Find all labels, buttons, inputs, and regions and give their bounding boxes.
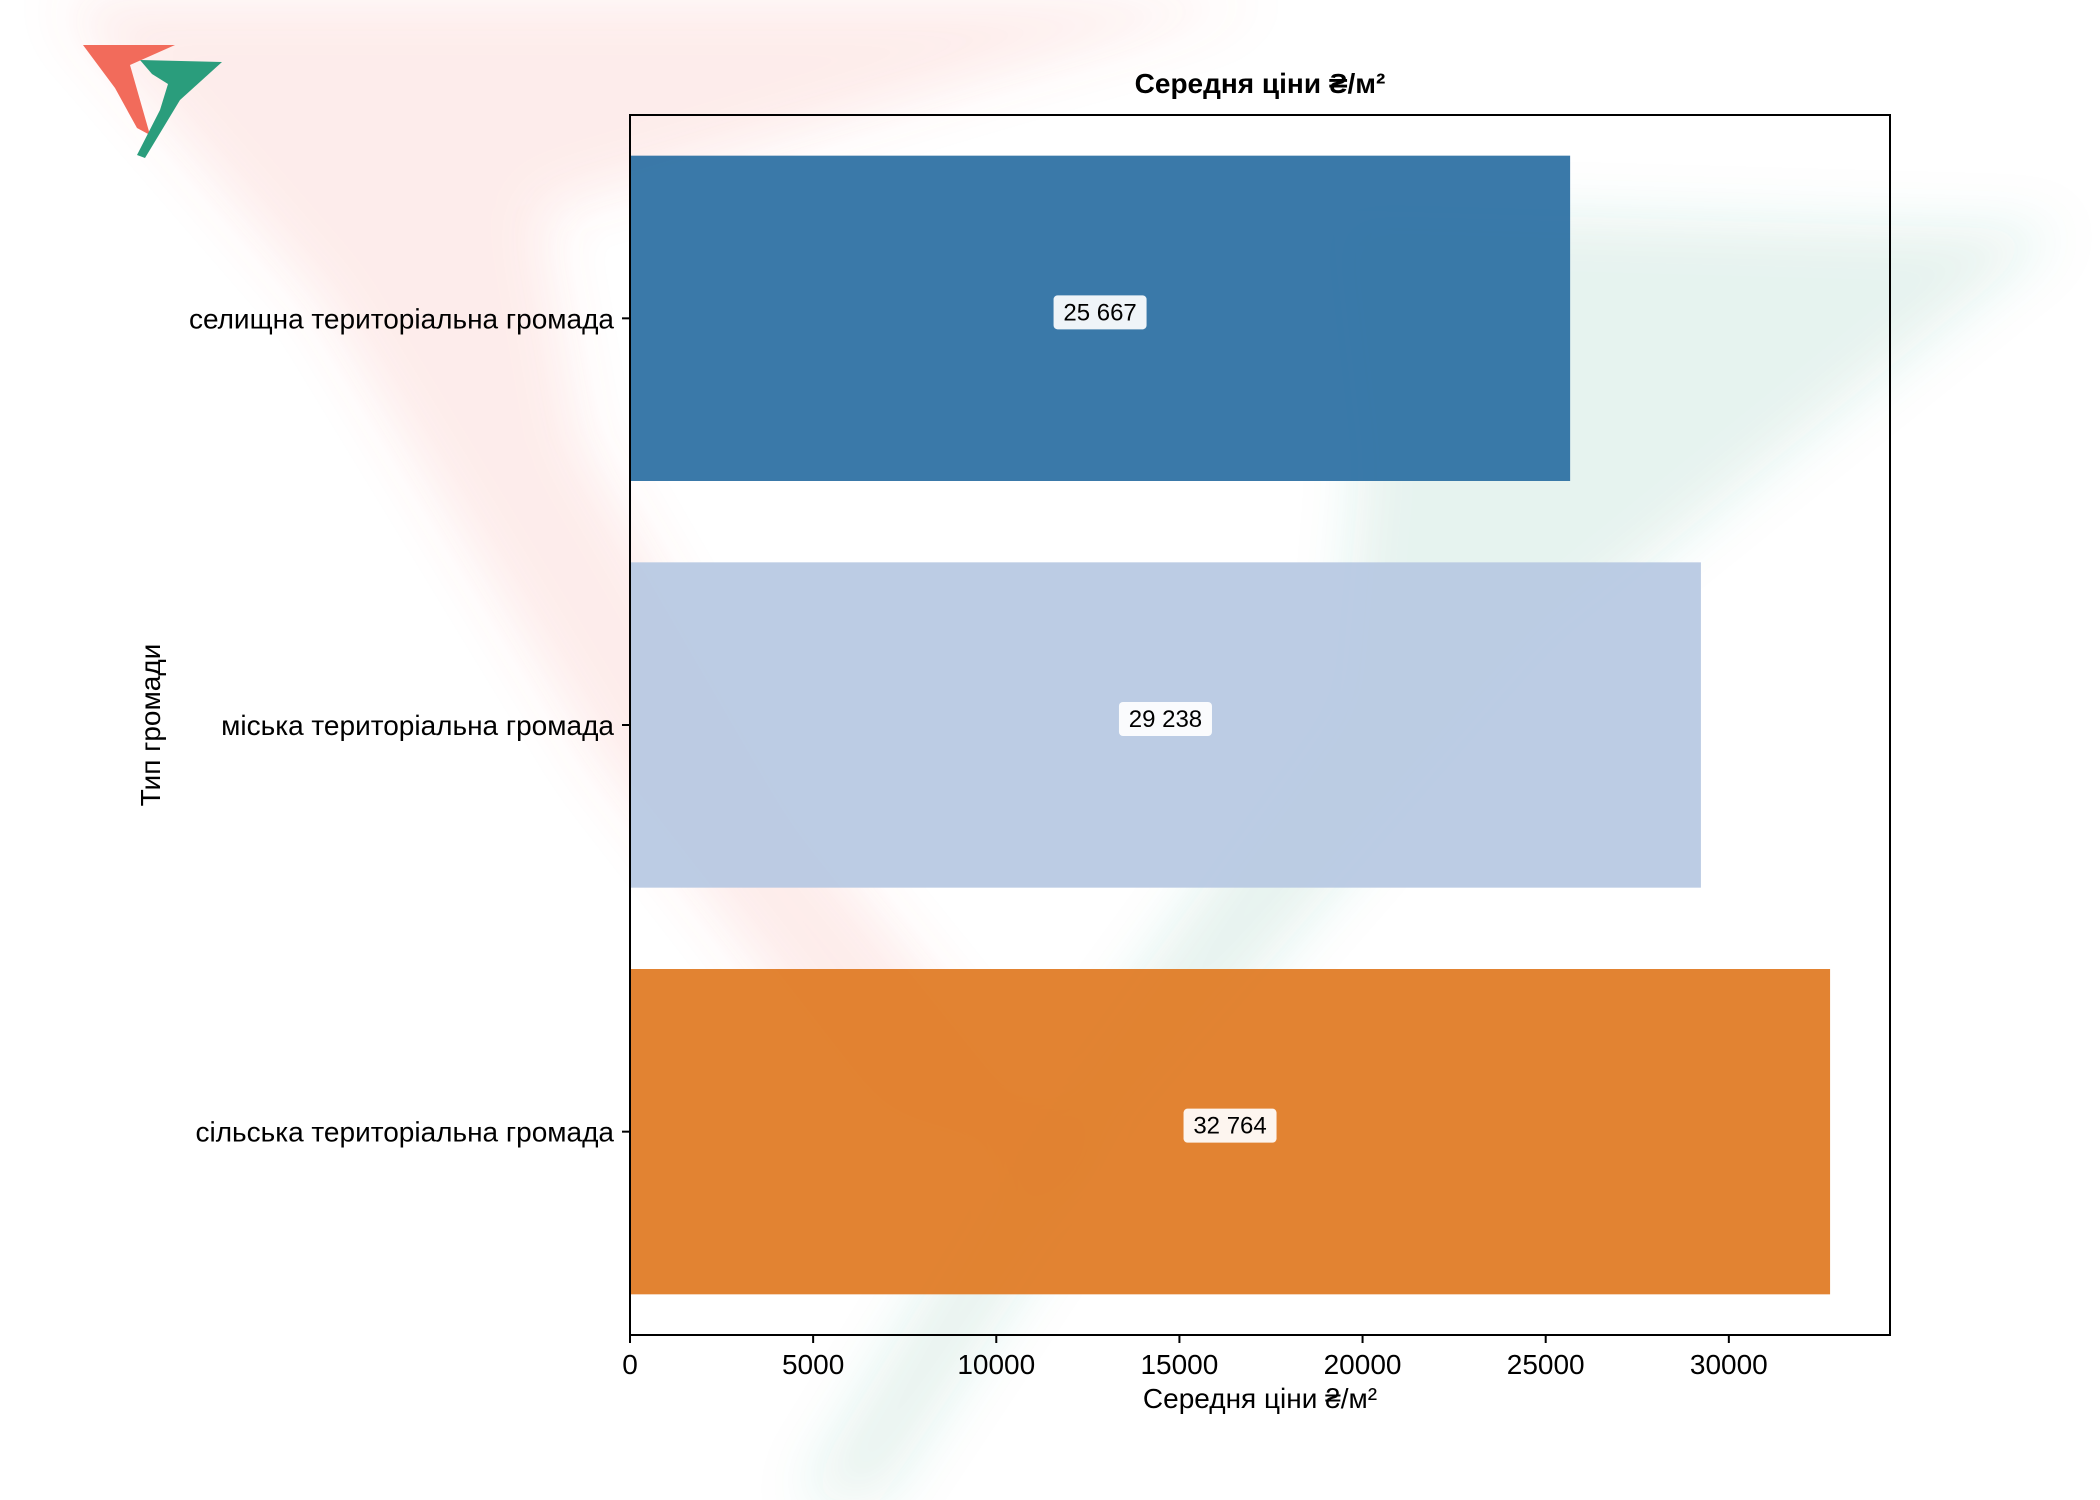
y-tick-label-1: міська територіальна громада <box>221 710 614 741</box>
value-label-group: 25 667 29 238 32 764 <box>1053 295 1277 1143</box>
value-label-text: 25 667 <box>1063 299 1136 326</box>
value-label-0: 25 667 <box>1053 295 1147 330</box>
y-tick-label-2: сільська територіальна громада <box>195 1117 614 1148</box>
logo-red-shape <box>83 45 175 135</box>
value-label-box <box>1118 702 1212 736</box>
x-tick-label-3: 15000 <box>1140 1349 1218 1380</box>
x-tick-label-4: 20000 <box>1324 1349 1402 1380</box>
x-axis-ticks: 0 5000 10000 15000 20000 25000 30000 <box>622 1335 1768 1380</box>
value-label-1: 29 238 <box>1118 702 1212 736</box>
logo-green-shape <box>137 60 222 158</box>
y-axis-title: Тип громади <box>135 644 166 807</box>
value-label-box <box>1183 1108 1277 1143</box>
value-label-2: 32 764 <box>1183 1108 1277 1143</box>
value-label-text: 32 764 <box>1193 1113 1266 1140</box>
x-tick-label-0: 0 <box>622 1349 638 1380</box>
chart-title: Середня ціни ₴/м² <box>1135 68 1386 99</box>
x-axis-title: Середня ціни ₴/м² <box>1143 1383 1377 1414</box>
y-tick-label-0: селищна територіальна громада <box>189 303 614 334</box>
value-label-box <box>1053 295 1147 330</box>
x-tick-label-2: 10000 <box>957 1349 1035 1380</box>
x-tick-label-1: 5000 <box>782 1349 844 1380</box>
brand-logo <box>83 45 222 158</box>
x-tick-label-5: 25000 <box>1507 1349 1585 1380</box>
value-label-text: 29 238 <box>1129 706 1202 733</box>
y-axis-ticks: селищна територіальна громада міська тери… <box>189 303 630 1148</box>
x-tick-label-6: 30000 <box>1690 1349 1768 1380</box>
